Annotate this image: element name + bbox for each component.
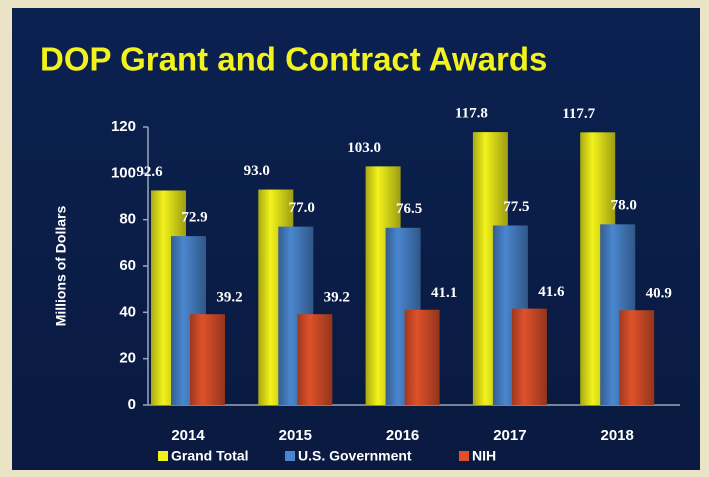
y-axis-label: Millions of Dollars [53,206,69,327]
legend-swatch [459,451,469,461]
data-label: 103.0 [347,140,381,156]
chart-title: DOP Grant and Contract Awards [40,41,547,78]
data-label: 41.6 [538,284,565,300]
y-tick-label: 20 [119,350,136,367]
bar [404,309,440,405]
data-label: 117.7 [562,106,595,122]
legend-label: U.S. Government [298,448,412,464]
data-label: 77.0 [289,200,315,216]
y-tick-label: 0 [128,396,136,413]
legend-swatch [158,451,168,461]
bar [297,314,333,405]
legend-label: Grand Total [171,448,249,464]
legend-label: NIH [472,448,496,464]
x-tick-label: 2018 [601,427,634,444]
y-tick-label: 100 [111,164,136,181]
data-label: 41.1 [431,285,457,301]
y-tick-label: 40 [119,303,136,320]
x-tick-label: 2016 [386,427,419,444]
bar [619,310,655,405]
data-label: 72.9 [181,210,207,226]
data-label: 93.0 [244,163,270,179]
x-tick-label: 2017 [493,427,526,444]
y-tick-label: 80 [119,211,136,228]
x-tick-label: 2015 [279,427,312,444]
legend-swatch [285,451,295,461]
bar [511,308,547,405]
y-tick-label: 60 [119,257,136,274]
data-label: 40.9 [646,286,672,302]
data-label: 92.6 [136,164,163,180]
data-label: 78.0 [611,198,637,214]
data-label: 117.8 [455,106,488,122]
x-tick-label: 2014 [171,427,205,444]
data-label: 76.5 [396,201,422,217]
bar [190,314,225,405]
data-label: 77.5 [503,199,529,215]
y-tick-label: 120 [111,118,136,135]
data-label: 39.2 [216,290,242,306]
data-label: 39.2 [324,290,350,306]
